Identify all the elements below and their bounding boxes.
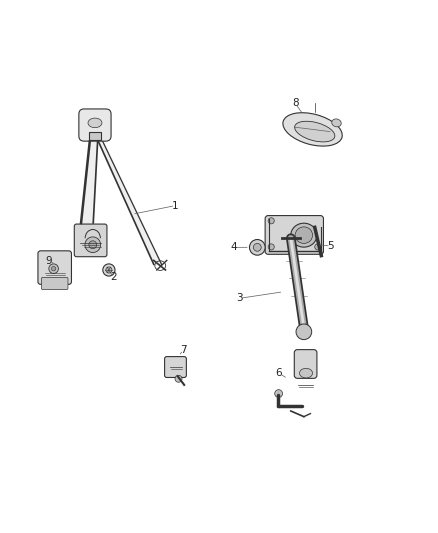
FancyBboxPatch shape bbox=[79, 109, 111, 141]
Text: 2: 2 bbox=[110, 272, 117, 282]
FancyBboxPatch shape bbox=[294, 350, 317, 378]
Ellipse shape bbox=[283, 112, 342, 146]
Circle shape bbox=[268, 218, 274, 224]
Circle shape bbox=[85, 237, 101, 253]
Circle shape bbox=[268, 244, 274, 250]
Circle shape bbox=[106, 267, 112, 273]
FancyBboxPatch shape bbox=[165, 357, 186, 377]
Text: 4: 4 bbox=[231, 243, 237, 252]
Ellipse shape bbox=[332, 119, 341, 127]
FancyBboxPatch shape bbox=[42, 277, 68, 289]
FancyBboxPatch shape bbox=[74, 224, 107, 257]
Circle shape bbox=[51, 266, 56, 271]
Circle shape bbox=[275, 390, 283, 398]
Circle shape bbox=[250, 239, 265, 255]
Text: 3: 3 bbox=[237, 293, 243, 303]
FancyBboxPatch shape bbox=[89, 133, 101, 140]
Circle shape bbox=[253, 244, 261, 251]
Text: 7: 7 bbox=[180, 345, 187, 355]
Ellipse shape bbox=[295, 122, 335, 142]
Circle shape bbox=[89, 241, 97, 249]
FancyBboxPatch shape bbox=[38, 251, 71, 284]
Circle shape bbox=[315, 244, 321, 250]
Circle shape bbox=[103, 264, 115, 276]
Ellipse shape bbox=[300, 368, 313, 378]
Text: 6: 6 bbox=[276, 368, 283, 378]
Circle shape bbox=[296, 324, 312, 340]
Text: 8: 8 bbox=[292, 98, 298, 108]
Circle shape bbox=[49, 264, 58, 273]
FancyBboxPatch shape bbox=[265, 215, 323, 254]
Text: 5: 5 bbox=[328, 241, 334, 251]
Ellipse shape bbox=[295, 227, 313, 244]
Text: 9: 9 bbox=[45, 256, 52, 266]
Text: 1: 1 bbox=[172, 200, 179, 211]
Ellipse shape bbox=[291, 223, 317, 247]
Circle shape bbox=[175, 375, 182, 382]
Ellipse shape bbox=[88, 118, 102, 128]
